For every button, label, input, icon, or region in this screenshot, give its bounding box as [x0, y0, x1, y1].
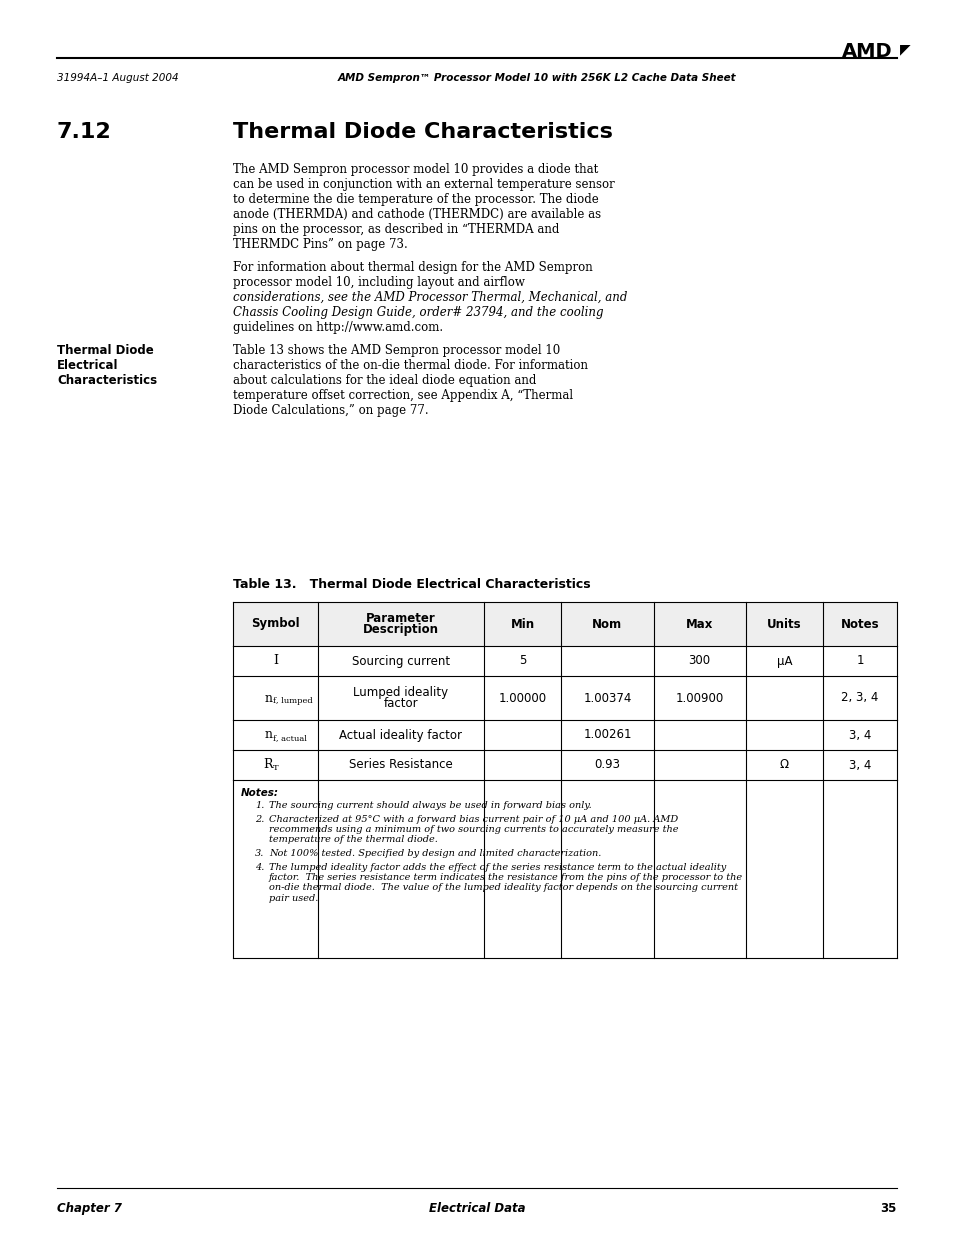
Text: 1.00261: 1.00261	[582, 729, 631, 741]
Text: μA: μA	[776, 655, 791, 667]
Text: AMD: AMD	[841, 42, 892, 61]
Text: Lumped ideality: Lumped ideality	[353, 685, 448, 699]
Text: factor: factor	[383, 698, 417, 710]
Text: about calculations for the ideal diode equation and: about calculations for the ideal diode e…	[233, 374, 536, 387]
Text: T: T	[274, 764, 279, 772]
Text: characteristics of the on-die thermal diode. For information: characteristics of the on-die thermal di…	[233, 359, 587, 372]
Text: temperature offset correction, see Appendix A, “Thermal: temperature offset correction, see Appen…	[233, 389, 573, 403]
Text: 5: 5	[518, 655, 526, 667]
Text: Description: Description	[362, 624, 438, 636]
Text: 1.00374: 1.00374	[582, 692, 631, 704]
Text: Chassis Cooling Design Guide, order# 23794, and the cooling: Chassis Cooling Design Guide, order# 237…	[233, 306, 603, 319]
Text: 4.: 4.	[254, 862, 264, 872]
Text: AMD Sempron™ Processor Model 10 with 256K L2 Cache Data Sheet: AMD Sempron™ Processor Model 10 with 256…	[337, 73, 736, 83]
Text: 300: 300	[688, 655, 710, 667]
Text: Notes:: Notes:	[241, 788, 278, 798]
Text: n: n	[264, 729, 273, 741]
Text: guidelines on http://www.amd.com.: guidelines on http://www.amd.com.	[233, 321, 442, 333]
Text: The lumped ideality factor adds the effect of the series resistance term to the : The lumped ideality factor adds the effe…	[269, 862, 725, 872]
Text: recommends using a minimum of two sourcing currents to accurately measure the: recommends using a minimum of two sourci…	[269, 825, 678, 834]
Text: on-die thermal diode.  The value of the lumped ideality factor depends on the so: on-die thermal diode. The value of the l…	[269, 883, 738, 893]
Text: For information about thermal design for the AMD Sempron: For information about thermal design for…	[233, 261, 592, 274]
Text: Table 13 shows the AMD Sempron processor model 10: Table 13 shows the AMD Sempron processor…	[233, 345, 559, 357]
Text: 1.00000: 1.00000	[498, 692, 546, 704]
Text: 2.: 2.	[254, 815, 264, 824]
Text: Electrical Data: Electrical Data	[428, 1202, 525, 1215]
Text: processor model 10, including layout and airflow: processor model 10, including layout and…	[233, 275, 524, 289]
Text: Ω: Ω	[780, 758, 788, 772]
Text: The sourcing current should always be used in forward bias only.: The sourcing current should always be us…	[269, 802, 591, 810]
Text: Chapter 7: Chapter 7	[57, 1202, 122, 1215]
Text: Notes: Notes	[840, 618, 879, 631]
Text: Units: Units	[766, 618, 801, 631]
Text: 0.93: 0.93	[594, 758, 619, 772]
Text: THERMDC Pins” on page 73.: THERMDC Pins” on page 73.	[233, 238, 407, 251]
Text: 3.: 3.	[254, 848, 264, 858]
Text: to determine the die temperature of the processor. The diode: to determine the die temperature of the …	[233, 193, 598, 206]
Text: Series Resistance: Series Resistance	[349, 758, 453, 772]
Text: 1.00900: 1.00900	[675, 692, 723, 704]
Text: f, lumped: f, lumped	[274, 697, 313, 705]
Text: can be used in conjunction with an external temperature sensor: can be used in conjunction with an exter…	[233, 178, 614, 191]
Text: n: n	[264, 692, 273, 704]
Text: 3, 4: 3, 4	[848, 729, 870, 741]
Text: pair used.: pair used.	[269, 894, 318, 903]
Text: Max: Max	[685, 618, 713, 631]
Text: Characterized at 95°C with a forward bias current pair of 10 μA and 100 μA. AMD: Characterized at 95°C with a forward bia…	[269, 815, 678, 824]
Text: Nom: Nom	[592, 618, 621, 631]
Text: 35: 35	[880, 1202, 896, 1215]
Text: pins on the processor, as described in “THERMDA and: pins on the processor, as described in “…	[233, 224, 558, 236]
Text: Diode Calculations,” on page 77.: Diode Calculations,” on page 77.	[233, 404, 428, 417]
Text: Min: Min	[510, 618, 534, 631]
Text: 31994A–1 August 2004: 31994A–1 August 2004	[57, 73, 178, 83]
Text: Parameter: Parameter	[366, 611, 436, 625]
Text: Not 100% tested. Specified by design and limited characterization.: Not 100% tested. Specified by design and…	[269, 848, 600, 858]
Text: Actual ideality factor: Actual ideality factor	[339, 729, 462, 741]
Text: 2, 3, 4: 2, 3, 4	[841, 692, 878, 704]
Text: ◤: ◤	[899, 42, 910, 56]
Text: Electrical: Electrical	[57, 359, 118, 372]
Text: R: R	[263, 758, 273, 772]
Text: I: I	[273, 655, 277, 667]
Text: Characteristics: Characteristics	[57, 374, 157, 387]
Text: considerations, see the AMD Processor Thermal, Mechanical, and: considerations, see the AMD Processor Th…	[233, 291, 627, 304]
Text: 1.: 1.	[254, 802, 264, 810]
Bar	[233, 601, 896, 646]
Text: anode (THERMDA) and cathode (THERMDC) are available as: anode (THERMDA) and cathode (THERMDC) ar…	[233, 207, 600, 221]
Text: f, actual: f, actual	[274, 734, 307, 742]
Text: Sourcing current: Sourcing current	[352, 655, 450, 667]
Text: Thermal Diode Characteristics: Thermal Diode Characteristics	[233, 122, 612, 142]
Text: Symbol: Symbol	[251, 618, 299, 631]
Text: 3, 4: 3, 4	[848, 758, 870, 772]
Text: Table 13.   Thermal Diode Electrical Characteristics: Table 13. Thermal Diode Electrical Chara…	[233, 578, 590, 592]
Text: temperature of the thermal diode.: temperature of the thermal diode.	[269, 836, 437, 845]
Text: factor.  The series resistance term indicates the resistance from the pins of th: factor. The series resistance term indic…	[269, 873, 742, 882]
Text: 1: 1	[856, 655, 863, 667]
Text: The AMD Sempron processor model 10 provides a diode that: The AMD Sempron processor model 10 provi…	[233, 163, 598, 177]
Text: 7.12: 7.12	[57, 122, 112, 142]
Text: Thermal Diode: Thermal Diode	[57, 345, 153, 357]
